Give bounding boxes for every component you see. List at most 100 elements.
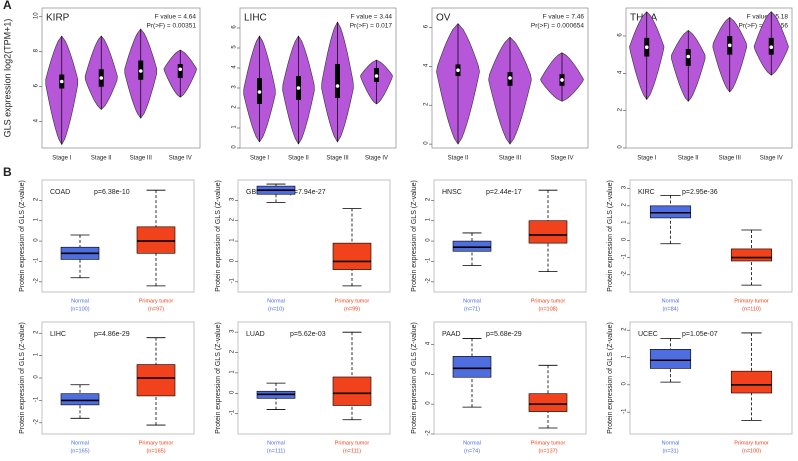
- annotation: F value = 4.64: [155, 14, 197, 21]
- y-tick-label: 1: [34, 217, 40, 221]
- annotation: p=6.38e-10: [94, 189, 130, 196]
- box: [649, 349, 692, 369]
- box: [60, 393, 100, 406]
- y-tick-label: 0: [426, 401, 432, 405]
- x-tick-label: Primary tumor: [335, 440, 370, 446]
- y-axis-label: Protein expression of GLS (Z-value): [215, 180, 222, 292]
- group-label: (n=97): [148, 306, 164, 312]
- group-label: (n=111): [267, 448, 285, 454]
- y-tick-label: 0: [426, 238, 432, 242]
- chart-title: KIRP: [46, 13, 70, 24]
- median: [769, 45, 774, 49]
- annotation: p=1.05e-07: [682, 331, 718, 338]
- y-tick-label: 0: [34, 375, 40, 379]
- chart-title: LIHC: [50, 331, 66, 338]
- y-tick-label: 4: [618, 70, 624, 74]
- box: [528, 220, 568, 244]
- y-tick-label: 1: [230, 238, 236, 242]
- y-tick-label: 4: [424, 63, 430, 67]
- x-tick-label: Primary tumor: [139, 298, 174, 304]
- y-tick-label: 0: [34, 238, 40, 242]
- group-label: (n=99): [344, 306, 360, 312]
- plot-frame: [41, 7, 201, 149]
- y-tick-label: 6: [618, 33, 624, 37]
- y-tick-label: 3: [232, 85, 238, 89]
- y-tick-label: -1: [622, 253, 628, 259]
- y-axis-label: Protein expression of GLS (Z-value): [411, 322, 418, 434]
- annotation: p=7.94e-27: [290, 189, 326, 196]
- box: [452, 356, 492, 378]
- annotation: Pr(>F) = 0.017: [350, 23, 393, 30]
- y-tick-label: 4: [232, 65, 238, 69]
- y-tick-label: 2: [230, 217, 236, 221]
- annotation: p=2.95e-36: [682, 189, 718, 196]
- annotation: p=2.44e-17: [486, 189, 522, 196]
- x-tick-label: Normal: [267, 298, 285, 304]
- box: [335, 64, 340, 98]
- y-tick-label: -1: [230, 277, 236, 283]
- x-tick-label: Stage IV: [365, 156, 388, 162]
- y-tick-label: -1: [34, 396, 40, 402]
- y-tick-label: -1: [230, 409, 236, 415]
- y-tick-label: -2: [622, 270, 628, 276]
- x-tick-label: Stage III: [130, 156, 153, 162]
- y-tick-label: 0: [618, 145, 624, 149]
- x-tick-label: Stage II: [678, 156, 699, 162]
- x-tick-label: Primary tumor: [734, 440, 769, 446]
- plot-frame: [629, 179, 793, 293]
- x-tick-label: Primary tumor: [335, 298, 370, 304]
- y-tick-label: 2: [426, 371, 432, 375]
- chart-title: PAAD: [442, 331, 461, 338]
- annotation: F value = 7.46: [543, 14, 585, 21]
- group-label: (n=74): [464, 448, 480, 454]
- annotation: p=5.62e-03: [290, 331, 326, 338]
- y-tick-label: -2: [426, 430, 432, 436]
- y-tick-label: 2: [622, 327, 628, 331]
- plot-frame: [41, 179, 195, 293]
- group-label: (n=165): [70, 448, 89, 454]
- y-tick-label: 2: [34, 197, 40, 201]
- x-tick-label: Normal: [71, 440, 89, 446]
- y-axis-label: GLS expression log2(TPM+1): [2, 19, 12, 138]
- x-tick-label: Stage II: [288, 156, 309, 162]
- y-tick-label: 8: [34, 48, 40, 52]
- annotation: p=4.86e-29: [94, 331, 130, 338]
- y-tick-label: -1: [426, 257, 432, 263]
- y-tick-label: 10: [34, 12, 40, 19]
- x-tick-label: Stage III: [326, 156, 349, 162]
- y-tick-label: 2: [426, 197, 432, 201]
- x-tick-label: Normal: [662, 298, 680, 304]
- y-tick-label: 2: [618, 107, 624, 111]
- y-tick-label: 0: [232, 145, 238, 149]
- y-tick-label: 0: [230, 390, 236, 394]
- chart-title: COAD: [50, 189, 70, 196]
- y-tick-label: 6: [424, 24, 430, 28]
- chart-title: LUAD: [246, 331, 265, 338]
- plot-frame: [431, 7, 589, 149]
- y-tick-label: 4: [426, 341, 432, 345]
- median: [644, 45, 649, 49]
- box: [136, 226, 176, 254]
- x-tick-label: Normal: [463, 440, 481, 446]
- median: [59, 79, 64, 84]
- x-tick-label: Stage III: [499, 156, 522, 162]
- x-tick-label: Stage I: [250, 156, 269, 162]
- x-tick-label: Normal: [463, 298, 481, 304]
- y-axis-label: Protein expression of GLS (Z-value): [411, 180, 418, 292]
- group-label: (n=10): [268, 306, 284, 312]
- chart-title: UCEC: [638, 331, 658, 338]
- median: [508, 76, 512, 80]
- y-tick-label: 0: [622, 382, 628, 386]
- x-tick-label: Normal: [267, 440, 285, 446]
- plot-frame: [433, 321, 587, 435]
- box: [649, 205, 692, 219]
- median: [560, 78, 564, 82]
- x-tick-label: Normal: [71, 298, 89, 304]
- y-tick-label: 6: [34, 83, 40, 87]
- y-tick-label: 0: [424, 141, 430, 145]
- y-axis-label: Protein expression of GLS (Z-value): [607, 180, 614, 292]
- y-tick-label: 1: [426, 217, 432, 221]
- box: [332, 376, 372, 406]
- y-axis-label: Protein expression of GLS (Z-value): [19, 180, 26, 292]
- group-label: (n=110): [742, 306, 761, 312]
